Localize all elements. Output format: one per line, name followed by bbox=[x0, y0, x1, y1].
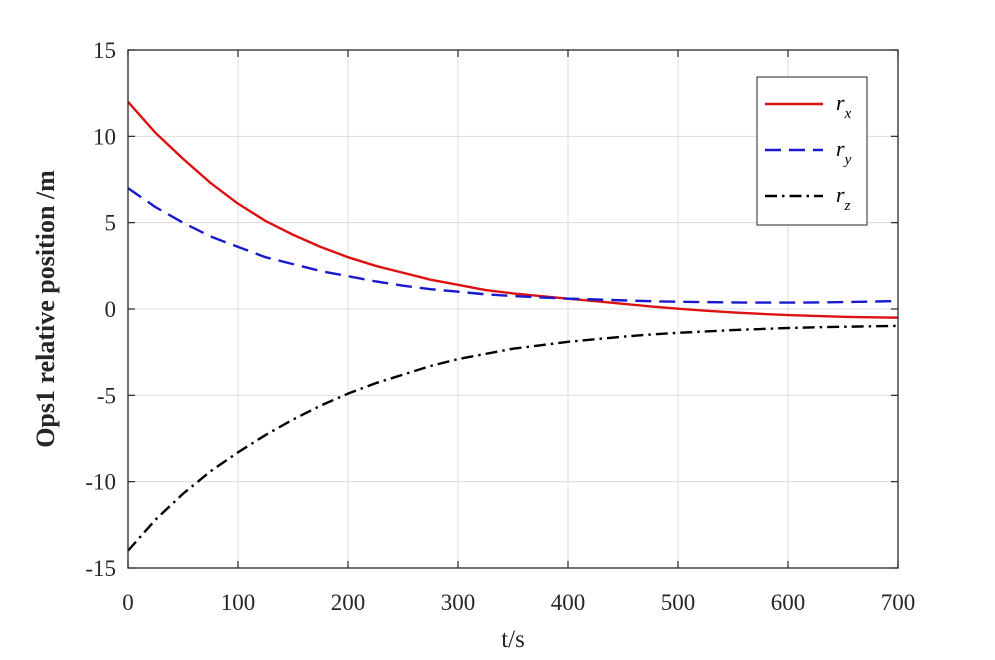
series-line-rz bbox=[127, 324, 899, 552]
x-axis-title: t/s bbox=[501, 626, 525, 653]
legend-subscript: x bbox=[844, 106, 852, 122]
y-tick-label: 5 bbox=[105, 211, 117, 236]
y-tick-label: -10 bbox=[85, 470, 116, 495]
x-tick-label: 400 bbox=[551, 590, 586, 615]
x-tick-label: 100 bbox=[221, 590, 256, 615]
y-tick-label: -15 bbox=[85, 556, 116, 581]
tick-labels: 0 100 200 300 400 500 600 700 -15 -10 -5 0 5 10 15 bbox=[85, 38, 915, 615]
x-tick-label: 500 bbox=[661, 590, 696, 615]
x-tick-label: 700 bbox=[881, 590, 916, 615]
y-tick-label: 15 bbox=[93, 38, 116, 63]
y-axis-title: Ops1 relative position /m bbox=[31, 170, 60, 448]
y-tick-label: -5 bbox=[97, 383, 116, 408]
x-tick-label: 600 bbox=[771, 590, 806, 615]
series-line-rx bbox=[127, 101, 899, 319]
y-tick-label: 10 bbox=[93, 124, 116, 149]
y-tick-label: 0 bbox=[105, 297, 117, 322]
legend-subscript: y bbox=[843, 152, 852, 168]
axis-ticks bbox=[127, 49, 899, 569]
x-tick-label: 0 bbox=[122, 590, 134, 615]
data-series bbox=[127, 101, 899, 552]
series-line-ry bbox=[127, 187, 899, 304]
x-tick-label: 300 bbox=[441, 590, 476, 615]
legend-subscript: z bbox=[844, 198, 851, 214]
x-tick-label: 200 bbox=[331, 590, 366, 615]
